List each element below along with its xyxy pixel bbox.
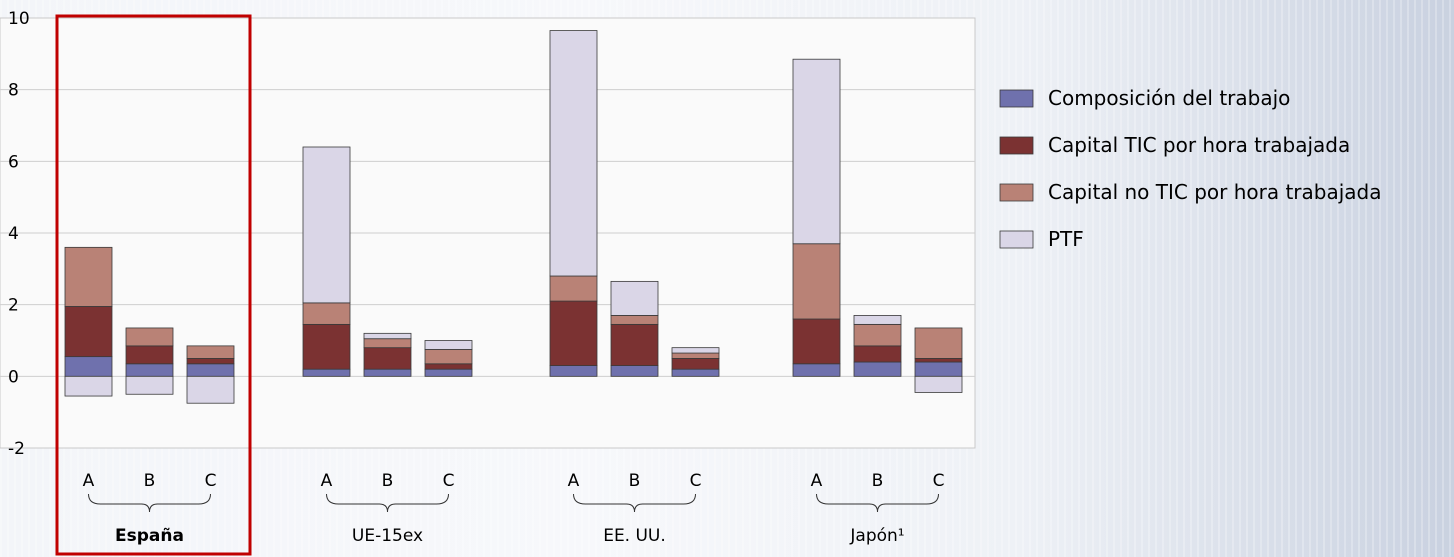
legend-swatch [999, 89, 1034, 108]
bar-segment [64, 356, 113, 377]
bar-segment [302, 146, 351, 304]
legend-label: Capital TIC por hora trabajada [1048, 133, 1350, 157]
category-label: A [321, 471, 333, 491]
bar-segment [424, 340, 473, 350]
bar-segment [186, 375, 235, 404]
y-tick-label: 6 [8, 152, 19, 172]
bar-segment [914, 327, 963, 359]
category-label: C [443, 471, 455, 491]
bar-segment [302, 368, 351, 377]
legend-swatch [999, 230, 1034, 249]
group-label: UE-15ex [352, 526, 423, 546]
bar-segment [363, 347, 412, 370]
bar-segment [853, 323, 902, 347]
y-tick-label: 2 [8, 296, 19, 316]
bar-segment [363, 368, 412, 377]
category-label: B [629, 471, 641, 491]
category-label: A [83, 471, 95, 491]
bar-segment [792, 243, 841, 320]
y-tick-label: 8 [8, 81, 19, 101]
bar-segment [549, 365, 598, 377]
bar-segment [792, 318, 841, 365]
group-brace [816, 493, 939, 513]
bar-segment [792, 363, 841, 377]
bar-segment [549, 30, 598, 277]
group-brace [573, 493, 696, 513]
legend-swatch [999, 136, 1034, 155]
bar-segment [610, 280, 659, 316]
legend-label: PTF [1048, 227, 1084, 251]
bar-segment [792, 58, 841, 245]
bar-segment [671, 358, 720, 370]
group-brace [326, 493, 449, 513]
group-labels: España UE-15ex EE. UU. Japón¹ [88, 493, 939, 546]
category-label: B [144, 471, 156, 491]
bar-segment [671, 347, 720, 354]
category-label: B [872, 471, 884, 491]
group-label: EE. UU. [603, 526, 666, 546]
bar-segment [610, 365, 659, 377]
bar-segment [64, 306, 113, 358]
bar-segment [853, 361, 902, 377]
bars [64, 30, 963, 404]
bar-segment [186, 345, 235, 359]
bar-segment [610, 315, 659, 325]
bar-segment [914, 361, 963, 377]
legend-swatch [999, 183, 1034, 202]
bar-segment [363, 338, 412, 349]
legend-label: Capital no TIC por hora trabajada [1048, 180, 1382, 204]
bar-segment [424, 368, 473, 377]
bar-segment [424, 349, 473, 365]
bar-segment [610, 323, 659, 366]
category-label: A [811, 471, 823, 491]
y-tick-label: 0 [8, 367, 19, 387]
bar-segment [125, 327, 174, 347]
highlight-box [55, 14, 252, 556]
bar-segment [302, 302, 351, 325]
bar-segment [671, 352, 720, 359]
y-tick-label: 10 [8, 9, 30, 29]
bar-segment [549, 275, 598, 302]
bar-segment [853, 345, 902, 363]
legend: Composición del trabajo Capital TIC por h… [999, 86, 1382, 251]
bar-segment [914, 358, 963, 363]
y-tick-label: -2 [8, 439, 25, 459]
bar-segment [64, 246, 113, 307]
category-label: C [933, 471, 945, 491]
bar-segment [186, 358, 235, 365]
legend-label: Composición del trabajo [1048, 86, 1290, 110]
y-tick-label: 4 [8, 224, 19, 244]
bar-segment [125, 345, 174, 365]
category-label: C [690, 471, 702, 491]
bar-segment [125, 375, 174, 395]
category-label: B [382, 471, 394, 491]
bar-segment [914, 375, 963, 393]
bar-segment [64, 375, 113, 397]
bar-segment [302, 323, 351, 370]
category-label: A [568, 471, 580, 491]
bar-segment [186, 363, 235, 377]
bar-segment [671, 368, 720, 377]
bar-segment [363, 332, 412, 340]
group-brace [88, 493, 211, 513]
y-axis-ticks: -2 0 2 4 6 8 10 [8, 9, 30, 459]
group-label: Japón¹ [849, 526, 904, 546]
bar-segment [424, 363, 473, 370]
group-label: España [115, 526, 184, 546]
bar-segment [549, 300, 598, 366]
bar-segment [125, 363, 174, 377]
bar-segment [853, 315, 902, 325]
category-label: C [205, 471, 217, 491]
